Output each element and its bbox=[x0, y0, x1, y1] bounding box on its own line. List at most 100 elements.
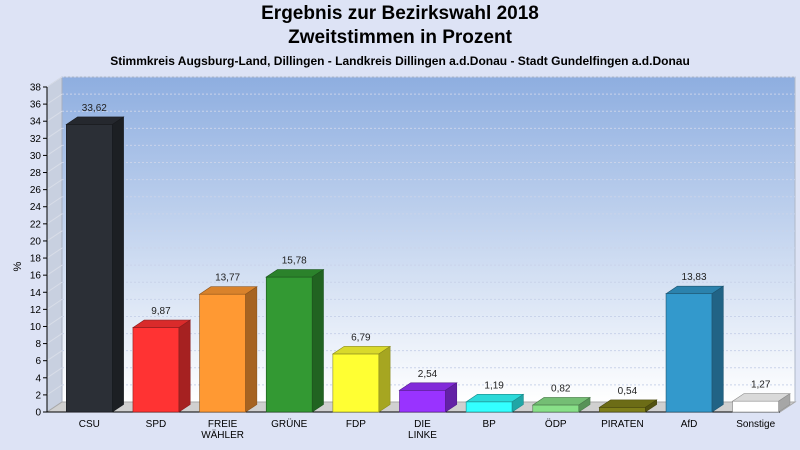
grid-line bbox=[46, 264, 63, 276]
grid-line bbox=[46, 145, 63, 156]
y-axis-label: % bbox=[12, 261, 24, 271]
grid-line bbox=[46, 127, 63, 139]
bar-front bbox=[399, 389, 446, 413]
bar bbox=[465, 393, 525, 413]
y-tick-label: 2 bbox=[35, 390, 41, 401]
bar bbox=[198, 286, 258, 413]
y-tick-label: 26 bbox=[30, 185, 42, 196]
bar-side bbox=[178, 319, 191, 413]
data-label: 6,79 bbox=[351, 332, 371, 343]
x-tick-label: CSU bbox=[79, 419, 100, 430]
grid-line bbox=[46, 281, 63, 293]
x-tick-label: FDP bbox=[346, 419, 366, 430]
grid-line bbox=[46, 350, 63, 362]
x-tick-label: FREIE bbox=[208, 419, 238, 430]
grid-line bbox=[46, 162, 63, 173]
y-tick-label: 34 bbox=[30, 117, 42, 128]
data-label: 1,27 bbox=[751, 380, 771, 391]
data-label: 0,82 bbox=[551, 383, 571, 394]
bar-side bbox=[245, 286, 258, 413]
bar-side bbox=[511, 393, 524, 413]
grid-line bbox=[46, 213, 63, 225]
data-label: 13,83 bbox=[682, 272, 707, 283]
y-tick-label: 18 bbox=[30, 254, 42, 265]
x-tick-label: LINKE bbox=[408, 430, 437, 441]
bar bbox=[731, 393, 791, 413]
bar-front bbox=[132, 327, 180, 413]
y-tick-label: 16 bbox=[30, 271, 42, 282]
x-tick-label: AfD bbox=[681, 419, 698, 430]
x-tick-label: WÄHLER bbox=[201, 429, 244, 441]
x-tick-label: DIE bbox=[414, 419, 431, 430]
chart-region-subtitle: Stimmkreis Augsburg-Land, Dillingen - La… bbox=[110, 54, 690, 68]
y-tick-label: 22 bbox=[30, 219, 42, 230]
x-tick-label: Sonstige bbox=[736, 419, 775, 430]
grid-line bbox=[46, 298, 63, 310]
grid-line bbox=[46, 384, 63, 396]
y-tick-label: 6 bbox=[35, 356, 41, 367]
bar bbox=[65, 116, 125, 413]
bar-side bbox=[645, 399, 657, 413]
bar-side bbox=[445, 382, 458, 413]
grid-line bbox=[46, 230, 63, 242]
bar-side bbox=[578, 396, 591, 413]
x-tick-label: PIRATEN bbox=[601, 419, 644, 430]
bar bbox=[331, 345, 392, 413]
bar-side bbox=[778, 393, 791, 413]
y-tick-label: 30 bbox=[30, 151, 42, 162]
chart-subtitle: Zweitstimmen in Prozent bbox=[288, 27, 512, 48]
bar-side bbox=[711, 285, 724, 413]
x-tick-label: ÖDP bbox=[545, 418, 567, 430]
bar-front bbox=[332, 353, 380, 413]
y-tick-label: 4 bbox=[35, 373, 41, 384]
bar-front bbox=[665, 293, 713, 413]
bar-front bbox=[532, 404, 580, 413]
bar-front bbox=[265, 276, 313, 413]
y-tick-label: 10 bbox=[30, 322, 42, 333]
bar bbox=[398, 382, 458, 413]
chart-title: Ergebnis zur Bezirkswahl 2018 bbox=[261, 3, 539, 24]
bar bbox=[665, 285, 725, 413]
grid-line bbox=[46, 76, 63, 88]
y-tick-label: 28 bbox=[30, 168, 42, 179]
data-label: 33,62 bbox=[82, 103, 107, 114]
y-tick-label: 36 bbox=[30, 100, 42, 111]
data-label: 15,78 bbox=[282, 256, 307, 267]
y-tick-label: 14 bbox=[30, 288, 42, 299]
y-tick-label: 24 bbox=[30, 202, 42, 213]
y-tick-label: 38 bbox=[30, 83, 42, 94]
y-tick-label: 8 bbox=[35, 339, 41, 350]
bar-side bbox=[378, 345, 391, 413]
grid-line bbox=[46, 367, 63, 379]
grid-line bbox=[46, 179, 63, 191]
bar-front bbox=[599, 407, 646, 413]
bar-front bbox=[66, 124, 113, 413]
bar-front bbox=[732, 400, 779, 413]
x-tick-label: BP bbox=[482, 419, 496, 430]
grid-line bbox=[46, 247, 63, 259]
bar-front bbox=[199, 293, 246, 413]
y-tick-label: 0 bbox=[35, 408, 41, 419]
data-label: 9,87 bbox=[151, 306, 171, 317]
bar bbox=[531, 396, 592, 413]
grid-line bbox=[46, 110, 63, 122]
bar bbox=[131, 319, 192, 413]
y-tick-label: 20 bbox=[30, 236, 42, 247]
grid-line bbox=[46, 316, 63, 327]
data-label: 2,54 bbox=[418, 369, 438, 380]
y-tick-label: 32 bbox=[30, 134, 42, 145]
x-tick-label: GRÜNE bbox=[271, 418, 307, 430]
data-label: 0,54 bbox=[618, 386, 638, 397]
x-tick-label: SPD bbox=[146, 419, 167, 430]
plot-side-wall bbox=[46, 76, 63, 413]
grid-line bbox=[46, 333, 63, 344]
grid-line bbox=[46, 93, 63, 105]
y-tick-label: 12 bbox=[30, 305, 42, 316]
data-label: 1,19 bbox=[484, 380, 504, 391]
bar bbox=[598, 399, 658, 413]
bar-side bbox=[311, 268, 324, 413]
grid-line bbox=[46, 196, 63, 208]
data-label: 13,77 bbox=[215, 273, 240, 284]
bar-side bbox=[112, 116, 124, 413]
